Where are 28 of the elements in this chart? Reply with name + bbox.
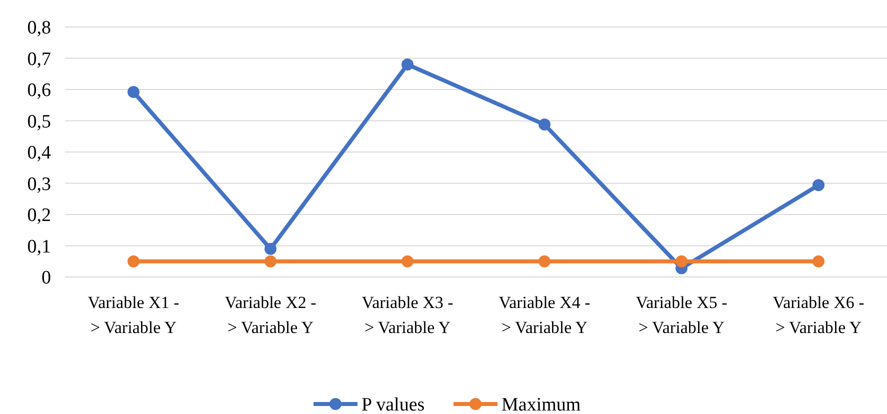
y-tick-label: 0,7 [27, 48, 51, 70]
y-tick-label: 0,3 [27, 174, 51, 195]
y-tick-label: 0,6 [27, 80, 51, 102]
y-tick-label: 0,4 [27, 142, 52, 164]
x-tick-label: Variable X3 -> Variable Y [362, 293, 454, 337]
point [538, 255, 550, 268]
point [538, 118, 550, 130]
x-tick-label: Variable X2 -> Variable Y [224, 293, 317, 337]
x-tick-label: Variable X1 -> Variable Y [88, 293, 180, 337]
x-tick-label: Variable X6 -> Variable Y [772, 293, 865, 337]
point [812, 255, 824, 268]
y-tick-label: 0,8 [27, 18, 51, 39]
point [264, 242, 276, 255]
point [676, 255, 688, 268]
y-tick-label: 0,2 [27, 205, 51, 226]
x-tick-label: Variable X4 -> Variable Y [498, 293, 591, 337]
point [128, 86, 140, 98]
x-tick-label: Variable X5 -> Variable Y [636, 293, 728, 337]
y-tick-label: 0,5 [27, 111, 51, 132]
point [812, 179, 824, 192]
y-tick-label: 0 [42, 268, 51, 289]
point [264, 255, 276, 268]
point [128, 255, 140, 268]
y-tick-label: 0,1 [27, 236, 51, 258]
legend-label: P values [362, 394, 425, 414]
point [402, 58, 414, 70]
legend-label: Maximum [502, 394, 581, 414]
point [402, 255, 414, 268]
